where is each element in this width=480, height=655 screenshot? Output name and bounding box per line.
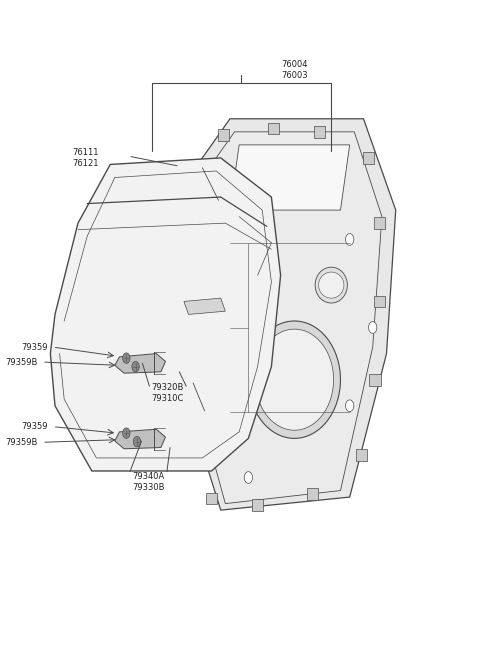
Text: 79320B
79310C: 79320B 79310C	[152, 383, 184, 403]
Circle shape	[369, 322, 377, 333]
Polygon shape	[50, 158, 281, 471]
Circle shape	[346, 234, 354, 246]
Bar	[374, 217, 385, 229]
Circle shape	[244, 472, 252, 483]
Polygon shape	[115, 354, 166, 373]
Bar	[217, 129, 228, 141]
Text: 76004
76003: 76004 76003	[281, 60, 308, 81]
Bar	[356, 449, 367, 460]
Circle shape	[346, 400, 354, 411]
Text: 79359: 79359	[22, 422, 48, 431]
Circle shape	[133, 436, 141, 447]
Text: 79359: 79359	[22, 343, 48, 352]
Bar	[206, 493, 217, 504]
Bar	[252, 499, 263, 511]
Bar	[370, 374, 381, 386]
Polygon shape	[193, 132, 382, 504]
Bar	[268, 122, 279, 134]
Polygon shape	[230, 145, 349, 210]
Ellipse shape	[248, 321, 340, 438]
Bar	[307, 488, 318, 500]
Bar	[374, 295, 385, 307]
Ellipse shape	[255, 329, 334, 430]
Polygon shape	[115, 429, 166, 449]
Text: 79340A
79330B: 79340A 79330B	[132, 472, 165, 492]
Polygon shape	[184, 119, 396, 510]
Polygon shape	[184, 298, 225, 314]
Bar	[362, 152, 373, 164]
Circle shape	[132, 362, 139, 372]
Circle shape	[123, 428, 130, 438]
Text: 76111
76121: 76111 76121	[72, 148, 99, 168]
Circle shape	[226, 406, 234, 418]
Circle shape	[123, 353, 130, 364]
Ellipse shape	[319, 272, 344, 298]
Circle shape	[230, 234, 239, 246]
Ellipse shape	[315, 267, 348, 303]
Text: 79359B: 79359B	[5, 438, 37, 447]
Text: 79359B: 79359B	[5, 358, 37, 367]
Bar	[314, 126, 325, 138]
